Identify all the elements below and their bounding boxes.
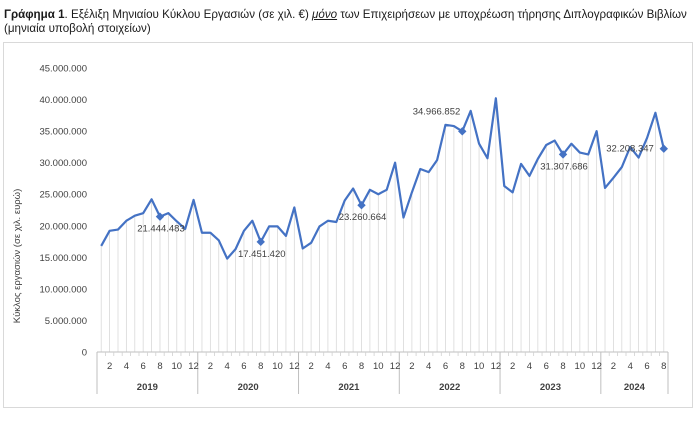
y-tick-label: 5.000.000 xyxy=(45,316,87,327)
y-tick-label: 45.000.000 xyxy=(39,64,87,75)
x-month-label: 8 xyxy=(661,361,666,372)
y-tick-label: 0 xyxy=(82,348,87,359)
x-month-label: 8 xyxy=(258,361,263,372)
x-month-label: 2 xyxy=(510,361,515,372)
data-label: 23.260.664 xyxy=(339,212,387,223)
data-point-marker xyxy=(659,144,669,153)
y-tick-label: 25.000.000 xyxy=(39,190,87,201)
series-line xyxy=(100,97,665,260)
data-point-marker xyxy=(357,200,366,210)
x-year-label: 2023 xyxy=(540,382,561,393)
data-point-marker xyxy=(155,212,165,221)
x-month-label: 6 xyxy=(443,361,448,372)
y-axis-title: Κύκλος εργασιών (σε χιλ. ευρώ) xyxy=(12,189,23,324)
y-tick-label: 10.000.000 xyxy=(39,284,87,295)
x-month-label: 2 xyxy=(409,361,414,372)
x-month-label: 4 xyxy=(527,361,532,372)
x-month-label: 12 xyxy=(188,361,199,372)
x-month-label: 10 xyxy=(272,361,283,372)
x-month-label: 2 xyxy=(107,361,112,372)
x-month-label: 4 xyxy=(325,361,330,372)
chart-frame: 21.444.483 17.451.420 23.260.664 34.966.852… xyxy=(3,42,693,408)
x-year-label: 2020 xyxy=(238,382,259,393)
x-month-label: 2 xyxy=(611,361,616,372)
x-month-label: 10 xyxy=(171,361,182,372)
x-month-label: 2 xyxy=(308,361,313,372)
x-year-label: 2022 xyxy=(439,382,460,393)
data-label: 34.966.852 xyxy=(413,106,461,117)
caption-text-2: των Επιχειρήσεων με υποχρέωση τήρησης Δι… xyxy=(4,8,687,35)
x-month-label: 4 xyxy=(225,361,230,372)
chart-caption: Γράφημα 1. Εξέλιξη Μηνιαίου Κύκλου Εργασ… xyxy=(4,8,694,36)
x-month-label: 12 xyxy=(591,361,602,372)
data-label: 31.307.686 xyxy=(540,161,588,172)
data-label: 17.451.420 xyxy=(238,249,286,260)
caption-emphasis: μόνο xyxy=(312,8,338,21)
x-month-label: 8 xyxy=(359,361,364,372)
caption-text-1: . Εξέλιξη Μηνιαίου Κύκλου Εργασιών (σε χ… xyxy=(64,8,313,21)
x-month-label: 4 xyxy=(124,361,129,372)
line-chart: 21.444.483 17.451.420 23.260.664 34.966.852… xyxy=(12,64,669,394)
y-tick-label: 40.000.000 xyxy=(39,95,87,106)
data-point-marker xyxy=(558,150,568,159)
x-month-label: 2 xyxy=(208,361,213,372)
x-month-label: 10 xyxy=(474,361,485,372)
x-month-label: 6 xyxy=(241,361,246,372)
x-year-label: 2024 xyxy=(624,382,646,393)
x-month-label: 10 xyxy=(373,361,384,372)
y-tick-label: 35.000.000 xyxy=(39,127,87,138)
x-month-label: 12 xyxy=(390,361,401,372)
x-month-label: 10 xyxy=(575,361,586,372)
x-year-label: 2019 xyxy=(137,382,158,393)
data-label: 32.208.347 xyxy=(606,144,654,155)
x-month-label: 12 xyxy=(289,361,300,372)
x-month-label: 6 xyxy=(141,361,146,372)
x-month-label: 4 xyxy=(628,361,633,372)
x-month-label: 6 xyxy=(544,361,549,372)
x-year-label: 2021 xyxy=(338,382,360,393)
x-month-label: 8 xyxy=(460,361,465,372)
y-tick-label: 15.000.000 xyxy=(39,253,87,264)
y-tick-label: 20.000.000 xyxy=(39,221,87,232)
x-month-label: 6 xyxy=(644,361,649,372)
x-month-label: 8 xyxy=(560,361,565,372)
y-tick-label: 30.000.000 xyxy=(39,158,87,169)
x-month-label: 4 xyxy=(426,361,431,372)
x-month-label: 8 xyxy=(157,361,162,372)
data-point-marker xyxy=(256,237,265,247)
x-month-label: 12 xyxy=(491,361,502,372)
x-month-label: 6 xyxy=(342,361,347,372)
caption-lead: Γράφημα 1 xyxy=(4,8,65,21)
data-label: 21.444.483 xyxy=(137,224,185,235)
